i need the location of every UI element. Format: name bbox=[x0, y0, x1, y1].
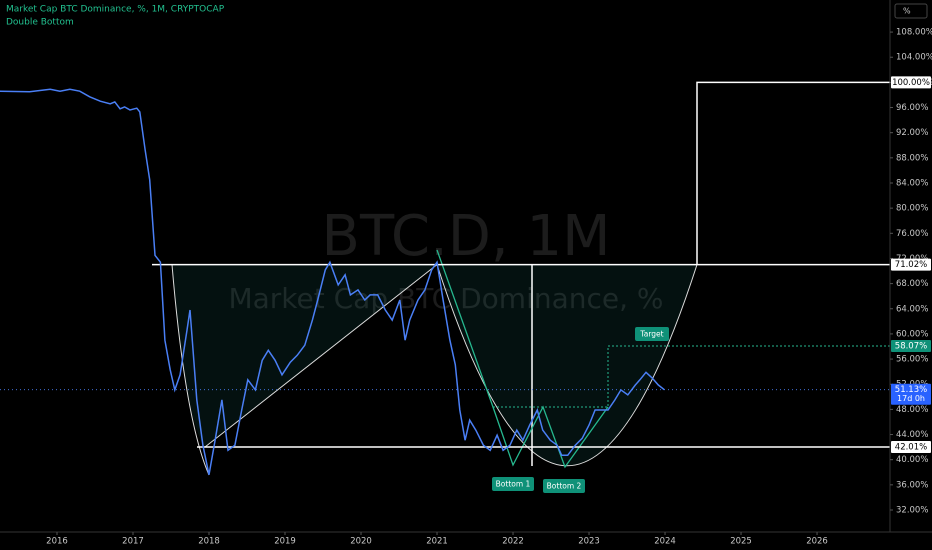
y-tick-label: 68.00% bbox=[896, 279, 928, 289]
y-tick-label: 108.00% bbox=[896, 28, 932, 38]
unit-button[interactable] bbox=[894, 3, 928, 19]
note-label: Bottom 2 bbox=[547, 482, 582, 491]
axis-label-box bbox=[891, 340, 931, 353]
y-tick-label: 76.00% bbox=[896, 229, 928, 239]
y-tick-label: 84.00% bbox=[896, 178, 928, 188]
axis-label-box bbox=[891, 76, 931, 89]
axis-label: 42.01% bbox=[895, 443, 927, 453]
price-line bbox=[0, 88, 665, 475]
countdown: 17d 0h bbox=[897, 394, 925, 403]
chart-title: Market Cap BTC Dominance, %, 1M, CRYPTOC… bbox=[6, 5, 225, 15]
y-tick-label: 64.00% bbox=[896, 304, 928, 314]
diagonal bbox=[204, 264, 438, 448]
y-tick-label: 48.00% bbox=[896, 405, 928, 415]
note-box bbox=[543, 479, 585, 493]
axis-label-box bbox=[891, 258, 931, 271]
y-tick-label: 60.00% bbox=[896, 329, 928, 339]
y-tick-label: 56.00% bbox=[896, 355, 928, 365]
cup-curve bbox=[436, 264, 698, 467]
y-tick-label: 104.00% bbox=[896, 53, 932, 63]
axis-label: 51.13% bbox=[895, 385, 927, 395]
y-tick-label: 44.00% bbox=[896, 430, 928, 440]
axis-label: 100.00% bbox=[892, 78, 930, 88]
y-tick-label: 92.00% bbox=[896, 128, 928, 138]
x-tick-label: 2026 bbox=[806, 537, 828, 547]
x-tick-label: 2022 bbox=[502, 537, 524, 547]
watermark: BTC.D, 1M bbox=[322, 204, 611, 269]
x-tick-label: 2016 bbox=[46, 537, 68, 547]
x-tick-label: 2024 bbox=[654, 537, 676, 547]
note-box bbox=[492, 477, 534, 491]
x-tick-label: 2018 bbox=[198, 537, 220, 547]
x-tick-label: 2023 bbox=[578, 537, 600, 547]
axis-label-box bbox=[891, 441, 931, 454]
pattern-fill bbox=[172, 264, 437, 448]
axis-label: 58.07% bbox=[895, 342, 927, 352]
y-tick-label: 80.00% bbox=[896, 204, 928, 214]
level-line bbox=[696, 81, 890, 265]
y-tick-label: 40.00% bbox=[896, 455, 928, 465]
axis-label: 71.02% bbox=[895, 260, 927, 270]
indicator-name: Double Bottom bbox=[6, 18, 74, 28]
left-curve bbox=[171, 264, 210, 476]
y-tick-label: 36.00% bbox=[896, 480, 928, 490]
unit-label[interactable]: % bbox=[903, 7, 911, 16]
x-tick-label: 2021 bbox=[426, 537, 448, 547]
x-tick-label: 2025 bbox=[730, 537, 752, 547]
x-tick-label: 2019 bbox=[274, 537, 296, 547]
watermark-subtitle: Market Cap BTC Dominance, % bbox=[228, 282, 663, 315]
y-tick-label: 32.00% bbox=[896, 505, 928, 515]
double-bottom bbox=[436, 249, 609, 469]
note-label: Target bbox=[639, 330, 663, 339]
note-box bbox=[635, 327, 669, 341]
y-tick-label: 96.00% bbox=[896, 103, 928, 113]
y-tick-label: 88.00% bbox=[896, 153, 928, 163]
note-label: Bottom 1 bbox=[496, 480, 531, 489]
axis-label-box bbox=[891, 383, 931, 405]
x-tick-label: 2020 bbox=[350, 537, 372, 547]
price-axis bbox=[890, 0, 932, 550]
x-tick-label: 2017 bbox=[122, 537, 144, 547]
